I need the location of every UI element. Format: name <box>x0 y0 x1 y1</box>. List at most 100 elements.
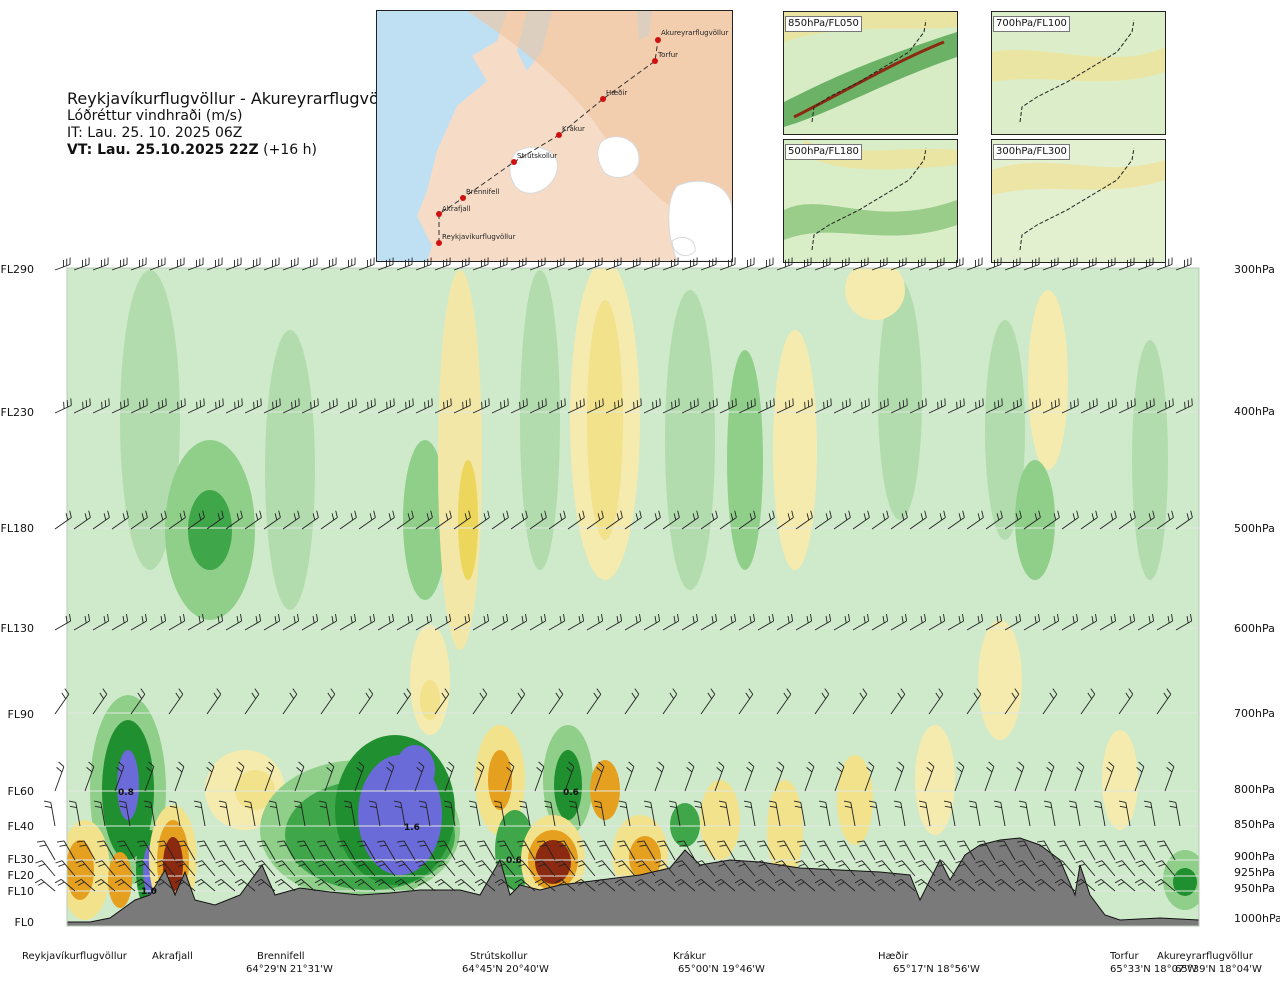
wind-barb <box>206 257 223 271</box>
fl-label: FL0 <box>14 916 34 929</box>
wind-barb <box>1118 800 1131 827</box>
wind-barb <box>472 510 490 530</box>
wind-barb <box>194 879 216 892</box>
wind-barb <box>453 510 471 530</box>
wind-barb <box>155 860 176 877</box>
wind-barb <box>375 860 396 877</box>
wind-barb <box>624 688 640 715</box>
wind-barb <box>966 688 982 715</box>
wind-barb <box>415 860 436 877</box>
wind-barb <box>909 510 927 530</box>
wind-barb <box>529 614 547 631</box>
terrain-profile <box>67 837 1199 926</box>
wind-barb <box>1157 840 1176 861</box>
wind-barb <box>515 860 536 877</box>
wind-barb <box>324 761 335 792</box>
map-label-krakur: Krákur <box>562 125 585 133</box>
x-location-krakur: Krákur <box>673 951 706 962</box>
wind-barb <box>966 398 984 414</box>
wind-barb <box>674 879 696 892</box>
wind-barb <box>301 614 319 631</box>
wind-barb <box>1099 510 1117 530</box>
wind-barb <box>1118 688 1134 715</box>
wind-barb <box>893 800 906 827</box>
wind-barb <box>193 800 206 827</box>
wind-barb <box>868 800 881 827</box>
wind-barb <box>54 398 72 414</box>
wind-barb <box>144 761 155 792</box>
wind-barb <box>700 688 716 715</box>
minimap-300-label: 300hPa/FL300 <box>993 144 1070 160</box>
wind-barb <box>593 800 606 827</box>
wind-barb <box>985 257 1002 271</box>
wind-barb <box>754 879 776 892</box>
wind-barb <box>377 398 395 414</box>
x-location-akureyri: Akureyrarflugvöllur <box>1157 951 1254 962</box>
wind-barb <box>218 800 231 827</box>
wind-barb <box>54 761 65 792</box>
wind-barb <box>564 761 575 792</box>
wind-barb <box>1035 860 1056 877</box>
wind-barb <box>115 860 136 877</box>
wind-barb <box>168 398 186 414</box>
wind-barb <box>852 614 870 631</box>
wind-barb <box>355 860 376 877</box>
wind-barb <box>605 257 622 271</box>
wind-barb <box>206 398 224 414</box>
wind-barb <box>681 614 699 631</box>
wind-barb <box>244 257 261 271</box>
wind-barb <box>605 398 623 414</box>
wind-barb <box>1154 879 1176 892</box>
wind-barb <box>187 257 204 271</box>
wind-barb <box>282 510 300 530</box>
wind-barb <box>537 840 556 861</box>
wind-barb <box>68 800 81 827</box>
wind-barb <box>187 614 205 631</box>
wind-barb <box>1004 688 1020 715</box>
wind-barb <box>947 257 964 271</box>
wind-barb <box>320 614 338 631</box>
wind-barb <box>294 761 305 792</box>
contour-label: 0.6 <box>563 788 579 798</box>
wind-barb <box>1156 688 1172 715</box>
wind-barb <box>396 510 414 530</box>
fl-label: FL230 <box>0 406 34 419</box>
wind-barb <box>934 879 956 892</box>
wind-barb <box>244 614 262 631</box>
wind-barb <box>915 860 936 877</box>
wind-barb <box>1077 840 1096 861</box>
wind-barb <box>975 860 996 877</box>
wind-barb <box>1042 398 1060 414</box>
wind-barb <box>225 257 242 271</box>
wind-barb <box>554 879 576 892</box>
wind-barb <box>118 800 131 827</box>
wind-barb <box>111 398 129 414</box>
wind-barb <box>55 860 76 877</box>
wind-barb <box>434 688 450 715</box>
x-coord-torfur: 65°33'N 18°07'W <box>1110 964 1197 975</box>
fl-label: FL60 <box>7 785 34 798</box>
minimap-700-label: 700hPa/FL100 <box>993 16 1070 32</box>
wind-barb <box>774 879 796 892</box>
wind-barb <box>1042 510 1060 530</box>
wind-barb <box>264 761 275 792</box>
map-label-akureyri: Akureyrarflugvöllur <box>661 29 728 37</box>
wind-barb <box>657 840 676 861</box>
wind-barb <box>1061 257 1078 271</box>
wind-barb <box>434 510 452 530</box>
wind-barb <box>494 879 516 892</box>
wind-barb <box>234 761 245 792</box>
wind-barb <box>354 761 365 792</box>
wind-barb <box>1117 840 1136 861</box>
wind-barb <box>947 510 965 530</box>
map-label-reykjavik: Reykjavíkurflugvöllur <box>442 233 516 241</box>
wind-barb <box>1023 510 1041 530</box>
wind-barb <box>954 879 976 892</box>
wind-barb <box>282 257 299 271</box>
wind-barb <box>928 614 946 631</box>
wind-barb <box>681 257 698 271</box>
wind-barb <box>317 840 336 861</box>
wind-barb <box>984 761 995 792</box>
wind-barb <box>714 879 736 892</box>
wind-barb <box>864 761 875 792</box>
